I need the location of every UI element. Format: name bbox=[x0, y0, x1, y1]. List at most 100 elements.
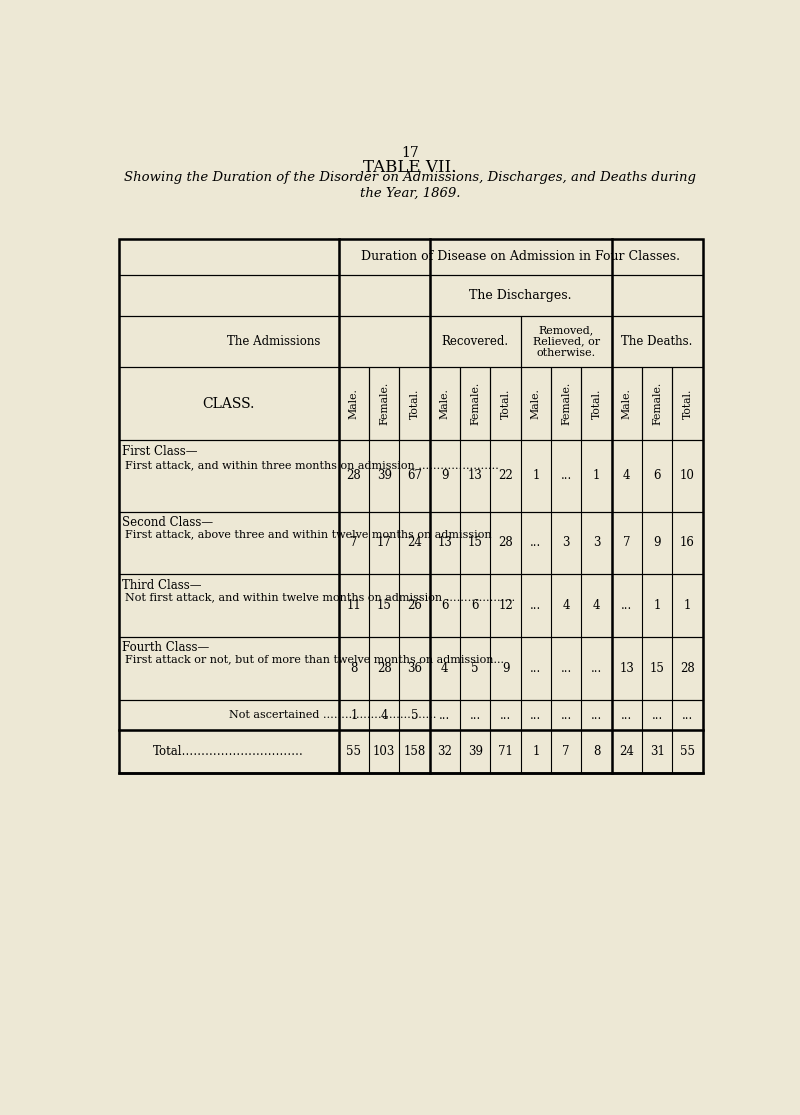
Text: First attack, above three and within twelve months on admission: First attack, above three and within twe… bbox=[125, 530, 491, 540]
Text: ...: ... bbox=[530, 661, 542, 675]
Text: 32: 32 bbox=[438, 746, 452, 758]
Text: TABLE VII.: TABLE VII. bbox=[363, 158, 457, 176]
Bar bbox=[118, 440, 702, 512]
Text: 7: 7 bbox=[350, 536, 358, 550]
Text: 4: 4 bbox=[381, 708, 388, 721]
Text: Female.: Female. bbox=[470, 382, 480, 426]
Text: 7: 7 bbox=[623, 536, 630, 550]
Bar bbox=[521, 316, 612, 367]
Bar bbox=[612, 316, 702, 367]
Bar bbox=[118, 239, 338, 274]
Bar bbox=[118, 367, 338, 440]
Bar bbox=[642, 367, 672, 440]
Text: ...: ... bbox=[682, 708, 693, 721]
Bar bbox=[490, 367, 521, 440]
Text: Removed,
Relieved, or
otherwise.: Removed, Relieved, or otherwise. bbox=[533, 324, 600, 358]
Text: 4: 4 bbox=[593, 599, 600, 612]
Bar bbox=[118, 730, 702, 774]
Text: 9: 9 bbox=[654, 536, 661, 550]
Text: Male.: Male. bbox=[622, 388, 632, 419]
Text: Total………………………….: Total…………………………. bbox=[154, 746, 304, 758]
Bar bbox=[118, 274, 430, 316]
Text: 1: 1 bbox=[593, 469, 600, 483]
Text: Male.: Male. bbox=[531, 388, 541, 419]
Text: Second Class—: Second Class— bbox=[122, 516, 213, 529]
Text: Not ascertained ………………………….: Not ascertained …………………………. bbox=[229, 710, 436, 720]
Text: ...: ... bbox=[621, 708, 633, 721]
Bar bbox=[399, 367, 430, 440]
Text: First attack, and within three months on admission ………………….: First attack, and within three months on… bbox=[125, 460, 498, 471]
Text: 6: 6 bbox=[441, 599, 449, 612]
Text: 71: 71 bbox=[498, 746, 513, 758]
Text: 17: 17 bbox=[377, 536, 392, 550]
Text: 22: 22 bbox=[498, 469, 513, 483]
Text: 1: 1 bbox=[532, 746, 539, 758]
Text: ...: ... bbox=[591, 708, 602, 721]
Bar bbox=[612, 274, 702, 316]
Text: 28: 28 bbox=[346, 469, 362, 483]
Bar bbox=[430, 316, 521, 367]
Text: 1: 1 bbox=[350, 708, 358, 721]
Bar bbox=[460, 367, 490, 440]
Text: 15: 15 bbox=[650, 661, 665, 675]
Text: 11: 11 bbox=[346, 599, 362, 612]
Text: 103: 103 bbox=[373, 746, 395, 758]
Text: 4: 4 bbox=[623, 469, 630, 483]
Text: Fourth Class—: Fourth Class— bbox=[122, 641, 209, 655]
Text: 9: 9 bbox=[441, 469, 449, 483]
Text: 17: 17 bbox=[401, 146, 419, 159]
Bar bbox=[551, 367, 582, 440]
Text: 15: 15 bbox=[468, 536, 482, 550]
Bar bbox=[118, 699, 702, 730]
Text: ...: ... bbox=[651, 708, 662, 721]
Text: 36: 36 bbox=[407, 661, 422, 675]
Text: 3: 3 bbox=[562, 536, 570, 550]
Text: Male.: Male. bbox=[349, 388, 359, 419]
Text: Female.: Female. bbox=[652, 382, 662, 426]
Text: 158: 158 bbox=[403, 746, 426, 758]
Text: Female.: Female. bbox=[379, 382, 389, 426]
Text: The Discharges.: The Discharges. bbox=[470, 289, 572, 302]
Text: 9: 9 bbox=[502, 661, 510, 675]
Bar bbox=[612, 367, 642, 440]
Text: First attack or not, but of more than twelve months on admission...: First attack or not, but of more than tw… bbox=[125, 655, 504, 665]
Text: CLASS.: CLASS. bbox=[202, 397, 255, 410]
Text: 24: 24 bbox=[407, 536, 422, 550]
Text: ...: ... bbox=[500, 708, 511, 721]
Text: ...: ... bbox=[591, 661, 602, 675]
Text: ...: ... bbox=[530, 599, 542, 612]
Text: 67: 67 bbox=[407, 469, 422, 483]
Bar bbox=[118, 637, 702, 699]
Text: ...: ... bbox=[621, 599, 633, 612]
Bar bbox=[118, 316, 430, 367]
Text: Female.: Female. bbox=[561, 382, 571, 426]
Text: The Admissions: The Admissions bbox=[227, 336, 321, 348]
Text: ...: ... bbox=[561, 661, 572, 675]
Bar bbox=[582, 367, 612, 440]
Text: 31: 31 bbox=[650, 746, 665, 758]
Text: 28: 28 bbox=[377, 661, 391, 675]
Text: ...: ... bbox=[561, 708, 572, 721]
Text: ...: ... bbox=[530, 708, 542, 721]
Text: 12: 12 bbox=[498, 599, 513, 612]
Text: 3: 3 bbox=[593, 536, 600, 550]
Text: ...: ... bbox=[439, 708, 450, 721]
Text: Total.: Total. bbox=[501, 389, 510, 419]
Text: 13: 13 bbox=[468, 469, 482, 483]
Text: 26: 26 bbox=[407, 599, 422, 612]
Text: Showing the Duration of the Disorder on Admissions, Discharges, and Deaths durin: Showing the Duration of the Disorder on … bbox=[124, 172, 696, 200]
Bar bbox=[338, 367, 369, 440]
Text: Duration of Disease on Admission in Four Classes.: Duration of Disease on Admission in Four… bbox=[361, 250, 680, 263]
Bar bbox=[118, 512, 702, 574]
Text: 39: 39 bbox=[468, 746, 482, 758]
Text: 15: 15 bbox=[377, 599, 392, 612]
Text: Total.: Total. bbox=[591, 389, 602, 419]
Text: First Class—: First Class— bbox=[122, 445, 197, 458]
Text: 55: 55 bbox=[680, 746, 695, 758]
Text: Third Class—: Third Class— bbox=[122, 579, 202, 592]
Text: 5: 5 bbox=[410, 708, 418, 721]
Text: Total.: Total. bbox=[410, 389, 419, 419]
Text: 1: 1 bbox=[684, 599, 691, 612]
Text: 5: 5 bbox=[471, 661, 479, 675]
Bar bbox=[430, 367, 460, 440]
